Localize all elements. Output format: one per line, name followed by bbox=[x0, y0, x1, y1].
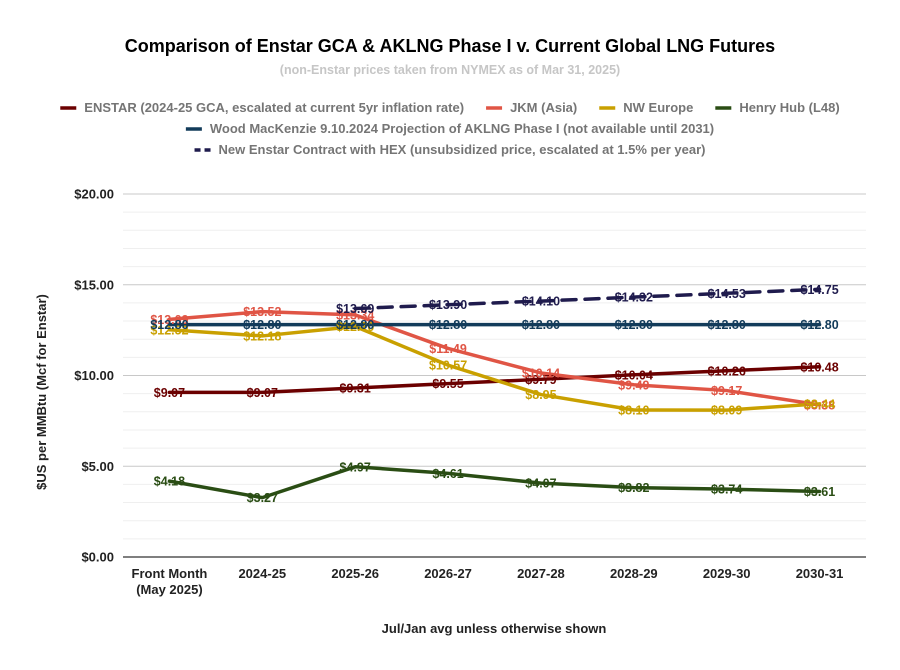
data-label: $9.49 bbox=[618, 378, 649, 392]
data-label: $3.82 bbox=[618, 481, 649, 495]
y-tick-label: $5.00 bbox=[81, 459, 114, 474]
legend-item: Wood MacKenzie 9.10.2024 Projection of A… bbox=[185, 121, 714, 136]
data-label: $8.44 bbox=[804, 397, 835, 411]
x-tick-label: 2026-27 bbox=[424, 566, 472, 581]
data-label: $9.17 bbox=[711, 384, 742, 398]
data-label: $12.52 bbox=[150, 323, 188, 337]
data-label: $13.09 bbox=[150, 313, 188, 327]
x-tick-label: 2030-31 bbox=[796, 566, 844, 581]
data-label: $11.49 bbox=[429, 342, 467, 356]
data-label: $10.14 bbox=[522, 366, 560, 380]
x-axis-ticks: Front Month (May 2025) 2024-25 2025-26 2026-… bbox=[132, 566, 844, 597]
legend-item: New Enstar Contract with HEX (unsubsidiz… bbox=[194, 142, 706, 157]
y-axis-ticks: $0.00 $5.00 $10.00 $15.00 $20.00 bbox=[74, 187, 114, 565]
data-label: $12.80 bbox=[708, 318, 746, 332]
legend-label: NW Europe bbox=[623, 100, 693, 115]
legend-label: JKM (Asia) bbox=[510, 100, 577, 115]
data-label: $13.34 bbox=[336, 308, 374, 322]
data-label: $3.27 bbox=[247, 491, 278, 505]
x-tick-label: 2025-26 bbox=[331, 566, 379, 581]
y-tick-label: $0.00 bbox=[81, 550, 114, 565]
x-tick-label: 2024-25 bbox=[238, 566, 286, 581]
legend-item: NW Europe bbox=[599, 100, 693, 115]
data-label: $3.74 bbox=[711, 483, 742, 497]
data-label: $9.55 bbox=[432, 377, 463, 391]
data-label: $8.38 bbox=[804, 398, 835, 412]
data-label: $13.90 bbox=[429, 298, 467, 312]
x-tick-label: Front Month (May 2025) bbox=[132, 566, 208, 597]
data-label: $10.26 bbox=[708, 364, 746, 378]
data-label: $12.80 bbox=[615, 318, 653, 332]
data-label: $12.80 bbox=[522, 318, 560, 332]
x-tick-label: 2029-30 bbox=[703, 566, 751, 581]
x-tick-label: 2028-29 bbox=[610, 566, 658, 581]
chart-title: Comparison of Enstar GCA & AKLNG Phase I… bbox=[125, 36, 775, 56]
legend-label: New Enstar Contract with HEX (unsubsidiz… bbox=[219, 142, 706, 157]
data-label: $13.69 bbox=[336, 302, 374, 316]
data-labels: $9.07 $9.07 $9.31 $9.55 $9.79 $10.04 $10.26 $10… bbox=[150, 283, 838, 505]
data-label: $10.48 bbox=[800, 360, 838, 374]
data-label: $9.07 bbox=[247, 386, 278, 400]
data-label: $12.80 bbox=[243, 318, 281, 332]
data-label: $12.70 bbox=[336, 320, 374, 334]
data-label: $12.80 bbox=[800, 318, 838, 332]
series-line bbox=[167, 324, 822, 412]
chart-subtitle: (non-Enstar prices taken from NYMEX as o… bbox=[280, 63, 620, 77]
data-label: $4.07 bbox=[525, 477, 556, 491]
data-label: $9.79 bbox=[525, 373, 556, 387]
data-label: $14.53 bbox=[708, 287, 746, 301]
legend-label: ENSTAR (2024-25 GCA, escalated at curren… bbox=[84, 100, 464, 115]
data-label: $12.80 bbox=[336, 318, 374, 332]
y-tick-label: $20.00 bbox=[74, 187, 114, 202]
y-axis-label: $US per MMBtu (Mcf for Enstar) bbox=[34, 294, 49, 490]
data-label: $12.80 bbox=[150, 318, 188, 332]
data-label: $8.95 bbox=[525, 388, 556, 402]
x-axis-label: Jul/Jan avg unless otherwise shown bbox=[382, 621, 607, 636]
legend: ENSTAR (2024-25 GCA, escalated at curren… bbox=[60, 100, 840, 157]
series-lines bbox=[167, 287, 822, 500]
data-label: $13.52 bbox=[243, 305, 281, 319]
data-label: $10.04 bbox=[615, 368, 653, 382]
x-tick-label: 2027-28 bbox=[517, 566, 565, 581]
data-label: $4.61 bbox=[432, 467, 463, 481]
data-label: $9.31 bbox=[340, 382, 371, 396]
series-line bbox=[167, 465, 822, 500]
legend-item: ENSTAR (2024-25 GCA, escalated at curren… bbox=[60, 100, 464, 115]
data-label: $10.57 bbox=[429, 359, 467, 373]
legend-item: JKM (Asia) bbox=[486, 100, 577, 115]
data-label: $14.32 bbox=[615, 291, 653, 305]
data-label: $14.75 bbox=[800, 283, 838, 297]
legend-label: Henry Hub (L48) bbox=[739, 100, 839, 115]
y-tick-label: $10.00 bbox=[74, 368, 114, 383]
data-label: $8.09 bbox=[711, 404, 742, 418]
data-label: $3.61 bbox=[804, 485, 835, 499]
y-tick-label: $15.00 bbox=[74, 277, 114, 292]
data-label: $8.10 bbox=[618, 403, 649, 417]
data-label: $4.97 bbox=[340, 460, 371, 474]
data-label: $4.18 bbox=[154, 475, 185, 489]
data-label: $12.18 bbox=[243, 329, 281, 343]
legend-item: Henry Hub (L48) bbox=[715, 100, 840, 115]
data-label: $12.80 bbox=[429, 318, 467, 332]
series-line bbox=[167, 309, 822, 407]
legend-label: Wood MacKenzie 9.10.2024 Projection of A… bbox=[210, 121, 714, 136]
data-label: $9.07 bbox=[154, 386, 185, 400]
grid-lines bbox=[123, 193, 866, 558]
data-label: $14.10 bbox=[522, 295, 560, 309]
series-line bbox=[353, 287, 822, 311]
